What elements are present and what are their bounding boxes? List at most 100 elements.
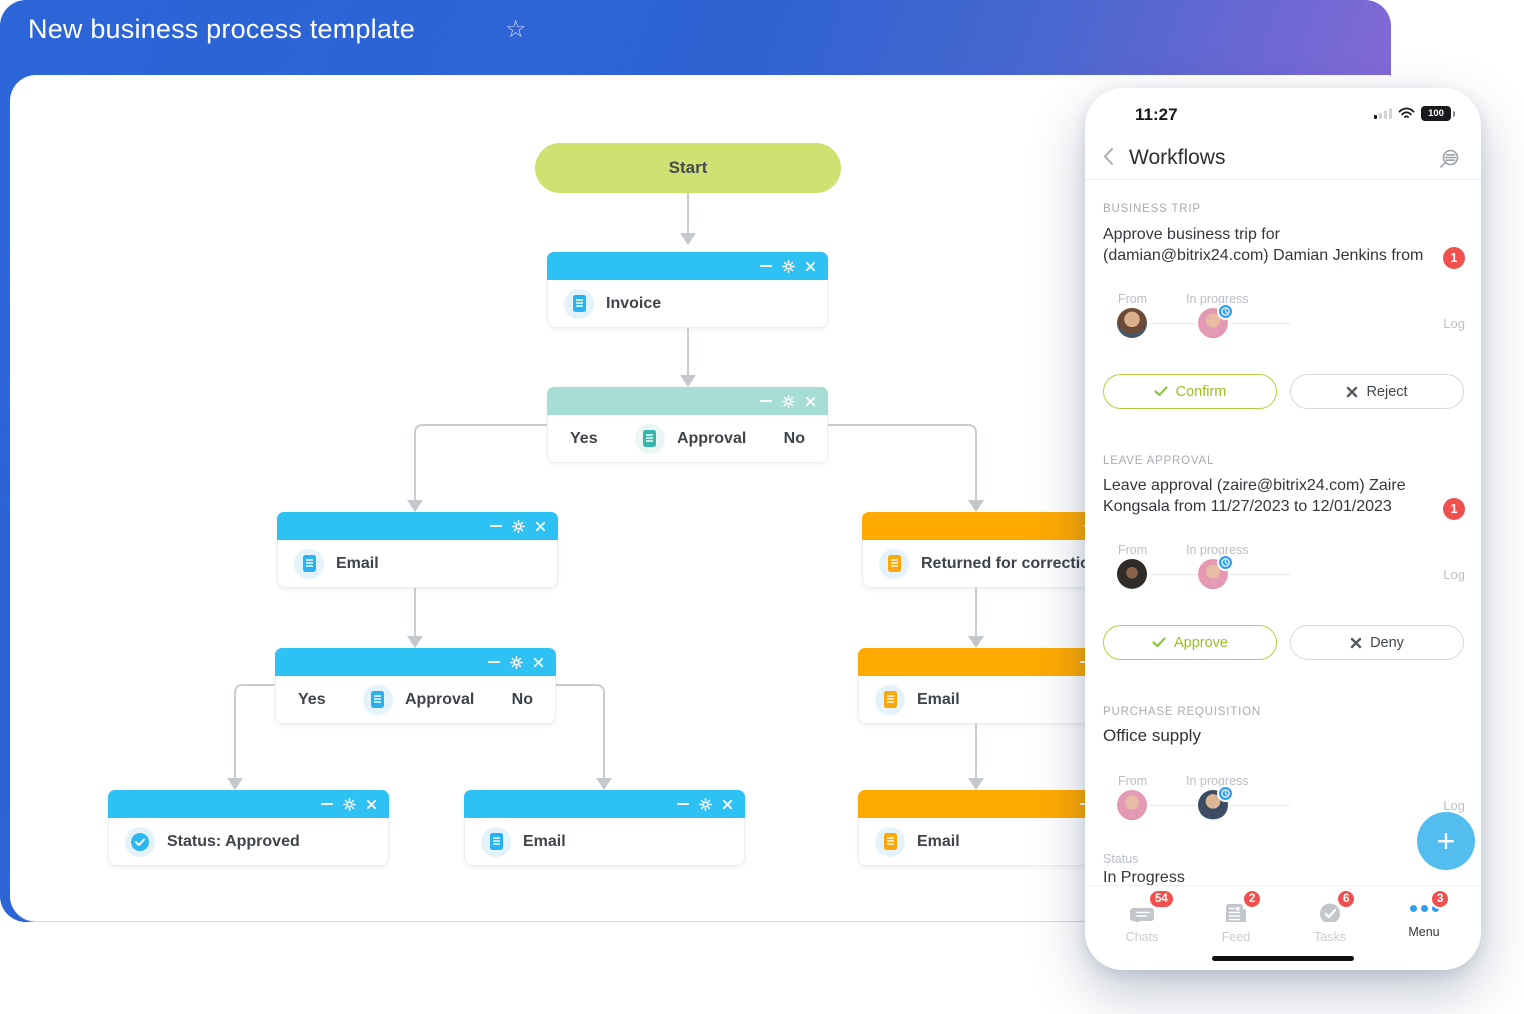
workflow-item-title[interactable]: Approve business trip for (damian@bitrix… xyxy=(1103,226,1424,265)
close-icon[interactable] xyxy=(366,799,377,810)
gear-icon[interactable] xyxy=(510,655,523,669)
invoice-node[interactable]: Invoice xyxy=(547,252,828,328)
node-label: Email xyxy=(917,832,960,850)
gear-icon[interactable] xyxy=(782,394,795,408)
email-node-2[interactable]: Email xyxy=(464,790,745,866)
in-progress-label: In progress xyxy=(1186,774,1249,788)
branch-yes-label: Yes xyxy=(298,690,326,708)
tab-feed[interactable]: 2 Feed xyxy=(1196,889,1276,970)
gear-icon[interactable] xyxy=(782,259,795,273)
workflow-item-title[interactable]: Office supply xyxy=(1103,726,1201,745)
check-icon xyxy=(1152,637,1166,648)
status-value: In Progress xyxy=(1103,869,1185,886)
status-label: Status xyxy=(1103,852,1139,866)
tab-chats[interactable]: 54 Chats xyxy=(1102,889,1182,970)
deny-button[interactable]: Deny xyxy=(1290,625,1464,660)
section-label: PURCHASE REQUISITION xyxy=(1103,706,1261,718)
node-title-bar xyxy=(547,252,828,280)
section-label: BUSINESS TRIP xyxy=(1103,203,1201,215)
favorite-star-icon[interactable]: ☆ xyxy=(505,16,527,43)
close-icon[interactable] xyxy=(533,657,544,668)
add-button[interactable]: + xyxy=(1417,812,1475,870)
from-label: From xyxy=(1118,292,1148,306)
node-label: Email xyxy=(336,554,379,572)
workflow-item-title[interactable]: Leave approval (zaire@bitrix24.com) Zair… xyxy=(1103,477,1406,516)
minimize-icon[interactable] xyxy=(490,524,502,528)
avatar[interactable] xyxy=(1117,790,1147,820)
log-link[interactable]: Log xyxy=(1443,316,1465,331)
node-label: Email xyxy=(523,832,566,850)
node-label: Email xyxy=(917,690,960,708)
status-approved-node[interactable]: Status: Approved xyxy=(108,790,389,866)
start-node[interactable]: Start xyxy=(535,143,841,193)
node-title-bar xyxy=(277,512,558,540)
minimize-icon[interactable] xyxy=(321,802,333,806)
approval-node-1[interactable]: Yes Approval No xyxy=(547,387,828,463)
document-icon xyxy=(879,548,909,579)
avatar[interactable] xyxy=(1198,785,1234,820)
gear-icon[interactable] xyxy=(512,519,525,533)
home-indicator[interactable] xyxy=(1212,956,1354,961)
wifi-icon xyxy=(1398,107,1415,118)
avatar[interactable] xyxy=(1117,308,1147,338)
branch-yes-label: Yes xyxy=(570,429,598,447)
x-icon xyxy=(1347,386,1358,397)
avatar[interactable] xyxy=(1198,303,1234,338)
chat-icon xyxy=(1129,908,1154,925)
clock-icon xyxy=(1217,785,1234,802)
in-progress-label: In progress xyxy=(1186,292,1249,306)
node-label: Approval xyxy=(676,429,747,447)
x-icon xyxy=(1350,637,1362,648)
progress-row: From In progress Log xyxy=(1085,774,1481,840)
close-icon[interactable] xyxy=(535,521,546,532)
avatar[interactable] xyxy=(1117,559,1147,589)
document-icon xyxy=(294,548,324,579)
node-title-bar xyxy=(464,790,745,818)
node-title-bar xyxy=(108,790,389,818)
cellular-signal-icon xyxy=(1374,108,1392,119)
reject-button[interactable]: Reject xyxy=(1290,374,1464,409)
search-icon[interactable] xyxy=(1437,148,1461,177)
email-node-1[interactable]: Email xyxy=(277,512,558,588)
from-label: From xyxy=(1118,774,1148,788)
document-icon xyxy=(481,826,511,857)
menu-dots-icon xyxy=(1384,896,1464,922)
minimize-icon[interactable] xyxy=(760,399,772,403)
tab-badge: 54 xyxy=(1148,889,1175,909)
node-title-bar xyxy=(547,387,828,415)
check-circle-icon xyxy=(125,826,155,857)
document-icon xyxy=(634,423,665,454)
node-label: Invoice xyxy=(606,294,662,312)
confirm-button[interactable]: Confirm xyxy=(1103,374,1277,409)
approve-button[interactable]: Approve xyxy=(1103,625,1277,660)
document-icon xyxy=(564,288,594,319)
tab-menu[interactable]: 3 Menu xyxy=(1384,889,1464,970)
tab-tasks[interactable]: 6 Tasks xyxy=(1290,889,1370,970)
minimize-icon[interactable] xyxy=(760,264,772,268)
log-link[interactable]: Log xyxy=(1443,798,1465,813)
in-progress-label: In progress xyxy=(1186,543,1249,557)
close-icon[interactable] xyxy=(805,396,816,407)
minimize-icon[interactable] xyxy=(677,802,689,806)
tab-badge: 3 xyxy=(1430,889,1451,909)
tab-bar: 54 Chats 2 Feed 6 Tasks xyxy=(1085,885,1481,970)
tab-badge: 2 xyxy=(1242,889,1263,909)
gear-icon[interactable] xyxy=(343,797,356,811)
progress-row: From In progress Log xyxy=(1085,543,1481,609)
avatar[interactable] xyxy=(1198,554,1234,589)
approval-node-2[interactable]: Yes Approval No xyxy=(275,648,556,724)
close-icon[interactable] xyxy=(805,261,816,272)
log-link[interactable]: Log xyxy=(1443,567,1465,582)
document-icon xyxy=(875,826,905,857)
gear-icon[interactable] xyxy=(699,797,712,811)
minimize-icon[interactable] xyxy=(488,660,500,664)
tasks-icon xyxy=(1320,903,1340,924)
node-label: Status: Approved xyxy=(167,832,300,850)
progress-row: From In progress Log xyxy=(1085,292,1481,358)
notification-badge: 1 xyxy=(1443,247,1465,269)
document-icon xyxy=(362,684,393,715)
back-icon[interactable] xyxy=(1103,147,1114,171)
mobile-phone: 11:27 100 Workflows xyxy=(1085,88,1481,970)
close-icon[interactable] xyxy=(722,799,733,810)
